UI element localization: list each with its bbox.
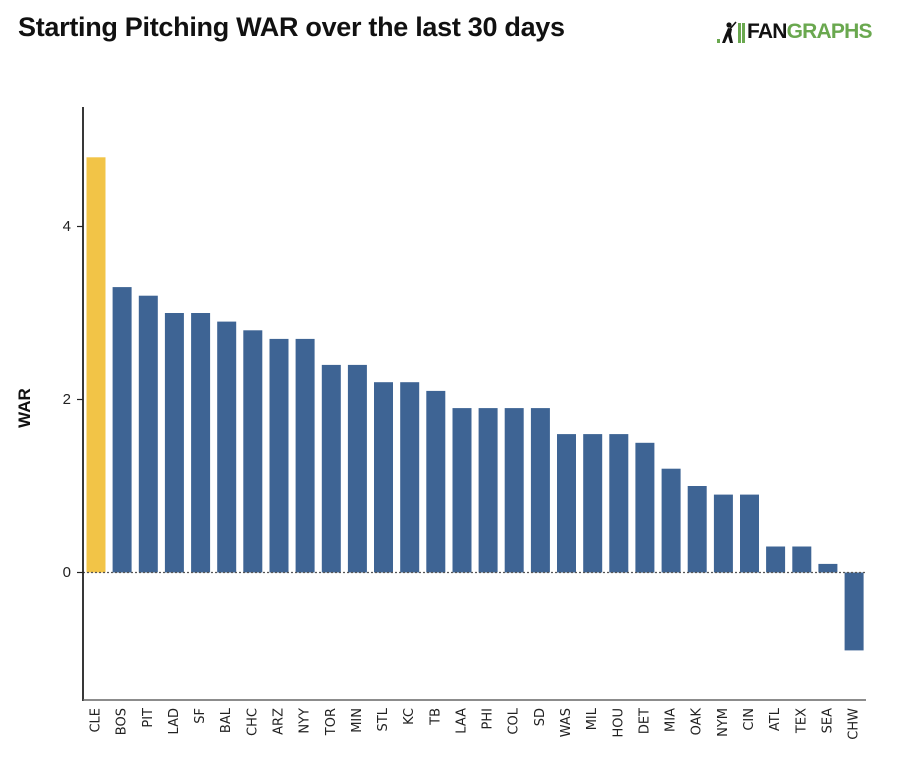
bar-nyy [295, 338, 315, 573]
x-tick-label-det: DET [637, 708, 652, 734]
logo-text-fan: FAN [747, 20, 787, 43]
axes-group [82, 107, 866, 701]
x-tick-label-bos: BOS [115, 708, 130, 735]
bar-tex [792, 546, 812, 573]
x-tick-label-mia: MIA [664, 708, 679, 732]
x-tick-label-lad: LAD [167, 708, 182, 734]
bar-min [347, 364, 367, 573]
x-tick-label-mil: MIL [585, 707, 600, 730]
x-tick-label-was: WAS [559, 708, 574, 737]
logo-text-graphs: GRAPHS [786, 20, 873, 43]
x-tick-label-tex: TEX [794, 708, 809, 734]
bar-nym [713, 494, 733, 573]
y-tick-label: 0 [63, 564, 71, 581]
bar-phi [478, 408, 498, 573]
x-tick-label-tb: TB [428, 708, 443, 726]
bars-group [86, 157, 864, 651]
chart-title: Starting Pitching WAR over the last 30 d… [18, 12, 565, 42]
x-tick-label-chc: CHC [245, 708, 260, 736]
x-tick-label-cin: CIN [742, 708, 757, 731]
x-labels-group: CLE BOS PIT LAD SF BAL CHC ARZ NYY TOR MIN STL KC TB L… [89, 707, 862, 739]
bar-chw [844, 572, 864, 651]
x-tick-label-phi: PHI [481, 708, 496, 729]
bar-bos [112, 287, 132, 573]
x-tick-label-min: MIN [350, 708, 365, 733]
x-tick-label-chw: CHW [847, 708, 862, 740]
x-tick-label-stl: STL [376, 707, 391, 731]
x-tick-label-sea: SEA [820, 708, 835, 733]
x-tick-label-arz: ARZ [272, 708, 287, 735]
y-tick-label: 2 [63, 391, 71, 408]
bar-sd [530, 408, 550, 573]
fangraphs-batter-icon [717, 21, 745, 43]
x-tick-label-pit: PIT [141, 708, 156, 728]
bar-lad [164, 313, 184, 573]
x-tick-label-col: COL [507, 707, 522, 734]
bar-laa [452, 408, 472, 573]
bar-col [504, 408, 524, 573]
bar-bal [217, 321, 237, 573]
x-tick-label-hou: HOU [611, 708, 626, 738]
x-tick-label-cle: CLE [89, 708, 104, 733]
x-tick-label-oak: OAK [690, 708, 705, 736]
bar-arz [269, 338, 289, 573]
bar-hou [609, 434, 629, 573]
bar-mil [583, 434, 603, 573]
bar-det [635, 442, 655, 573]
bar-sf [191, 313, 211, 573]
bar-tor [321, 364, 341, 573]
y-tick-label: 4 [63, 218, 71, 235]
x-tick-label-tor: TOR [324, 708, 339, 736]
bar-oak [687, 486, 707, 573]
bar-stl [374, 382, 393, 573]
bar-chc [243, 330, 263, 573]
bar-mia [661, 468, 681, 573]
bar-kc [400, 382, 420, 573]
y-ticks-group: 0 2 4 [63, 218, 83, 581]
x-tick-label-laa: LAA [455, 708, 470, 734]
x-tick-label-kc: KC [402, 708, 417, 725]
bar-sea [818, 563, 838, 573]
x-tick-label-sd: SD [533, 708, 548, 726]
bar-cin [740, 494, 759, 573]
bar-atl [766, 546, 786, 573]
x-tick-label-nyy: NYY [298, 708, 313, 734]
bar-tb [426, 390, 446, 573]
x-tick-label-sf: SF [193, 708, 208, 724]
bar-cle [86, 157, 106, 573]
bar-was [557, 434, 576, 573]
x-tick-label-nym: NYM [716, 708, 731, 737]
y-axis-title: WAR [15, 388, 34, 428]
fangraphs-logo: FAN GRAPHS [716, 18, 872, 46]
x-tick-label-atl: ATL [768, 707, 783, 731]
bar-pit [138, 295, 158, 573]
x-tick-label-bal: BAL [219, 707, 234, 733]
